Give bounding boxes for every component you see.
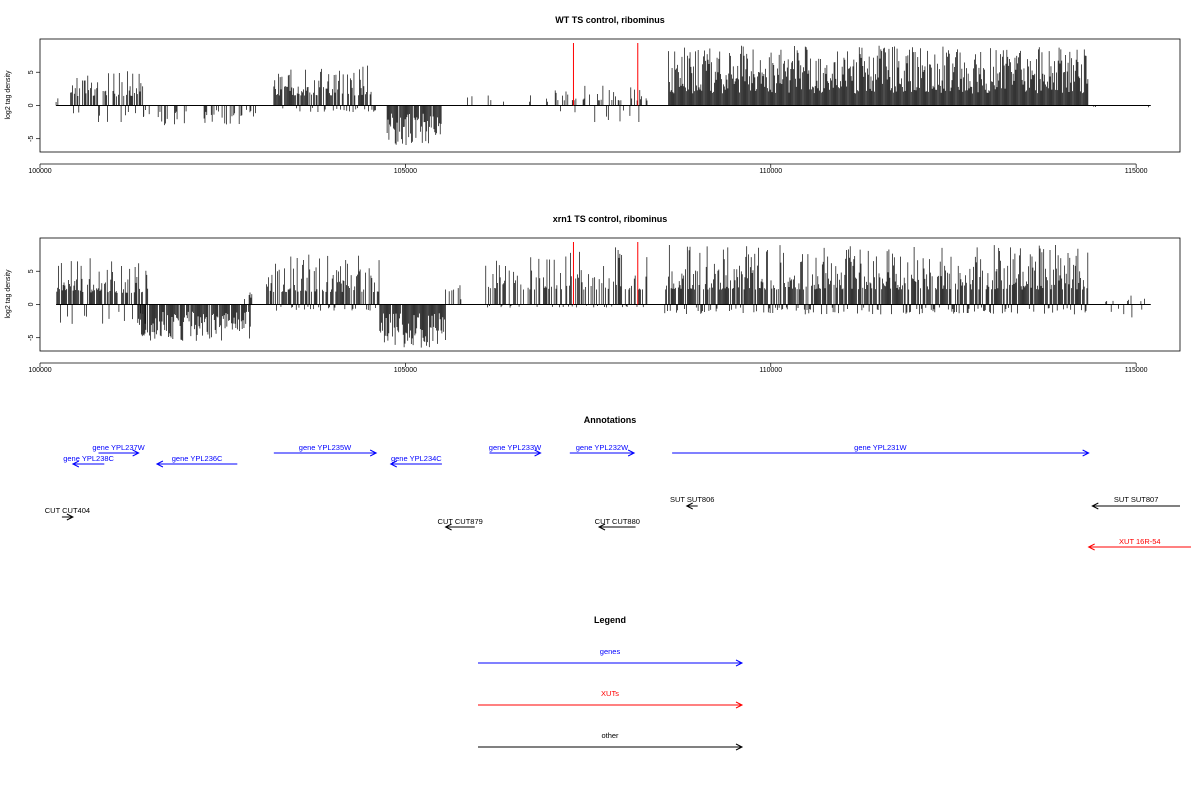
feature-arrowhead [627,449,636,457]
feature-label: CUT CUT880 [595,517,640,526]
x-tick-label: 110000 [759,168,782,175]
feature-arrowhead [155,460,164,468]
feature-label: SUT SUT806 [670,495,714,504]
feature-label: gene YPL237W [92,443,145,452]
legend-label: XUTs [601,689,619,698]
feature-label: gene YPL233W [489,443,542,452]
y-axis-label: log2 tag density [5,70,12,120]
feature-arrowhead [534,449,542,457]
feature-label: gene YPL235W [299,443,352,452]
annotations-title: Annotations [584,415,637,425]
plot-area: -5 0 5 100000 105000 110000 115000 [28,237,1181,374]
x-tick-label: 105000 [394,367,417,374]
x-tick-label: 100000 [28,168,51,175]
legend-label: genes [600,647,621,656]
legend-arrowhead [735,701,744,709]
feature-arrowhead [132,449,140,457]
chart-title: xrn1 TS control, ribominus [553,214,668,224]
density-bars [55,45,1149,145]
feature-label: gene YPL231W [854,443,907,452]
y-axis-label: log2 tag density [5,269,12,319]
plot-frame [39,38,1181,153]
plot-area: -5 0 5 100000 105000 110000 115000 [28,38,1181,175]
y-tick-label: 0 [28,302,35,306]
feature-arrowhead [444,523,452,531]
density-bars [56,244,1145,348]
feature-label: SUT SUT807 [1114,495,1158,504]
legend-label: other [601,731,619,740]
feature-arrowhead [369,449,378,457]
legend-arrowhead [735,743,744,751]
legend-items: genes XUTs other [478,647,744,751]
chart-title: WT TS control, ribominus [555,15,665,25]
plot-frame [39,237,1181,352]
feature-arrowhead [1087,543,1095,551]
x-tick-label: 115000 [1125,367,1148,374]
feature-label: CUT CUT879 [438,517,483,526]
feature-arrowhead [71,460,80,468]
y-tick-label: 5 [28,70,35,74]
x-tick-label: 100000 [28,367,51,374]
feature-label: gene YPL236C [172,454,223,463]
feature-arrowhead [389,460,397,468]
feature-arrowhead [597,523,606,531]
feature-label: gene YPL232W [576,443,629,452]
legend-title: Legend [594,615,626,625]
feature-arrowhead [1082,449,1090,457]
feature-label: XUT 16R-54 [1119,537,1161,546]
feature-label: gene YPL234C [391,454,442,463]
panel-wt: WT TS control, ribominus log2 tag densit… [5,15,1181,175]
x-tick-label: 115000 [1125,168,1148,175]
feature-arrowhead [1091,502,1099,510]
feature-label: gene YPL238C [63,454,114,463]
annotation-tracks: gene YPL237W gene YPL238C gene YPL236C gene… [45,443,1191,551]
legend-panel: Legend genes XUTs other [478,615,744,751]
feature-label: CUT CUT404 [45,506,90,515]
x-tick-label: 110000 [759,367,782,374]
y-tick-label: -5 [28,135,35,141]
feature-arrowhead [685,502,693,510]
x-tick-label: 105000 [394,168,417,175]
y-tick-label: 5 [28,269,35,273]
y-tick-label: -5 [28,334,35,340]
y-tick-label: 0 [28,103,35,107]
panel-xrn1: xrn1 TS control, ribominus log2 tag dens… [5,214,1181,374]
feature-arrowhead [66,513,75,521]
legend-arrowhead [735,659,744,667]
